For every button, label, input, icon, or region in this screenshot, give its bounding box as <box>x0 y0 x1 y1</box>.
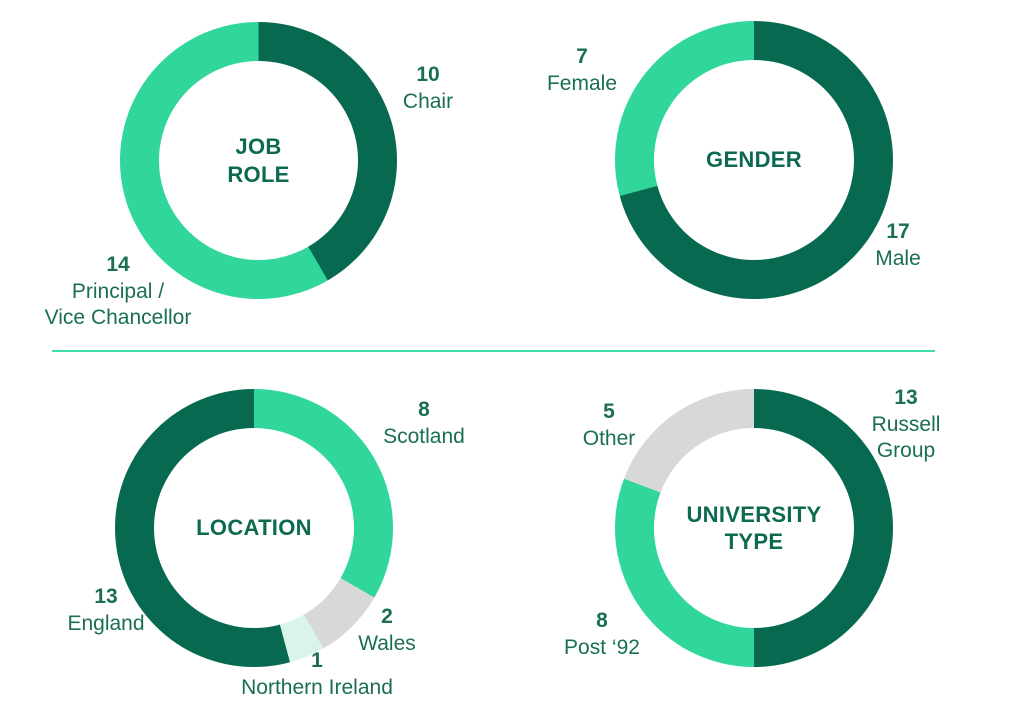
chair-value: 10 <box>416 63 440 86</box>
gender-donut-chart: GENDER <box>615 21 893 299</box>
job-role-center-title: JOB ROLE <box>227 134 290 187</box>
location-center-title: LOCATION <box>196 515 312 541</box>
gender-male-label: 17 Male <box>838 219 958 272</box>
other-name: Other <box>582 426 636 450</box>
university-russell-group-label: 13 Russell Group <box>836 385 976 465</box>
principal-value: 14 <box>106 253 130 276</box>
job-role-principal-label: 14 Principal / Vice Chancellor <box>18 252 218 332</box>
male-value: 17 <box>886 220 910 243</box>
northern-ireland-value: 1 <box>311 649 323 672</box>
university-type-donut-chart: UNIVERSITY TYPE <box>615 389 893 667</box>
location-northern-ireland-label: 1 Northern Ireland <box>217 648 417 701</box>
scotland-name: Scotland <box>383 424 465 448</box>
post-92-name: Post ‘92 <box>564 635 640 659</box>
wales-name: Wales <box>358 631 416 655</box>
russell-group-value: 13 <box>894 386 918 409</box>
england-value: 13 <box>94 585 118 608</box>
wales-value: 2 <box>381 605 393 628</box>
female-value: 7 <box>576 45 588 68</box>
location-wales-label: 2 Wales <box>327 604 447 657</box>
university-other-label: 5 Other <box>549 399 669 452</box>
location-donut-chart: LOCATION <box>115 389 393 667</box>
university-type-donut-hole: UNIVERSITY TYPE <box>654 428 854 628</box>
university-type-center-title: UNIVERSITY TYPE <box>686 501 822 555</box>
section-divider-line <box>52 350 935 352</box>
location-england-label: 13 England <box>46 584 166 637</box>
university-post-92-label: 8 Post ‘92 <box>537 608 667 661</box>
male-name: Male <box>875 246 921 270</box>
job-role-chair-label: 10 Chair <box>368 62 488 115</box>
female-name: Female <box>546 71 618 95</box>
northern-ireland-name: Northern Ireland <box>241 675 393 699</box>
other-value: 5 <box>603 400 615 423</box>
location-scotland-label: 8 Scotland <box>364 397 484 450</box>
russell-group-name: Russell Group <box>871 412 941 463</box>
principal-name: Principal / Vice Chancellor <box>44 279 192 330</box>
job-role-donut-chart: JOB ROLE <box>120 22 397 299</box>
post-92-value: 8 <box>596 609 608 632</box>
location-donut-hole: LOCATION <box>154 428 354 628</box>
job-role-donut-hole: JOB ROLE <box>159 61 358 260</box>
chair-name: Chair <box>402 89 454 113</box>
gender-center-title: GENDER <box>706 147 802 173</box>
gender-female-label: 7 Female <box>522 44 642 97</box>
england-name: England <box>67 611 145 635</box>
gender-donut-hole: GENDER <box>654 60 854 260</box>
scotland-value: 8 <box>418 398 430 421</box>
